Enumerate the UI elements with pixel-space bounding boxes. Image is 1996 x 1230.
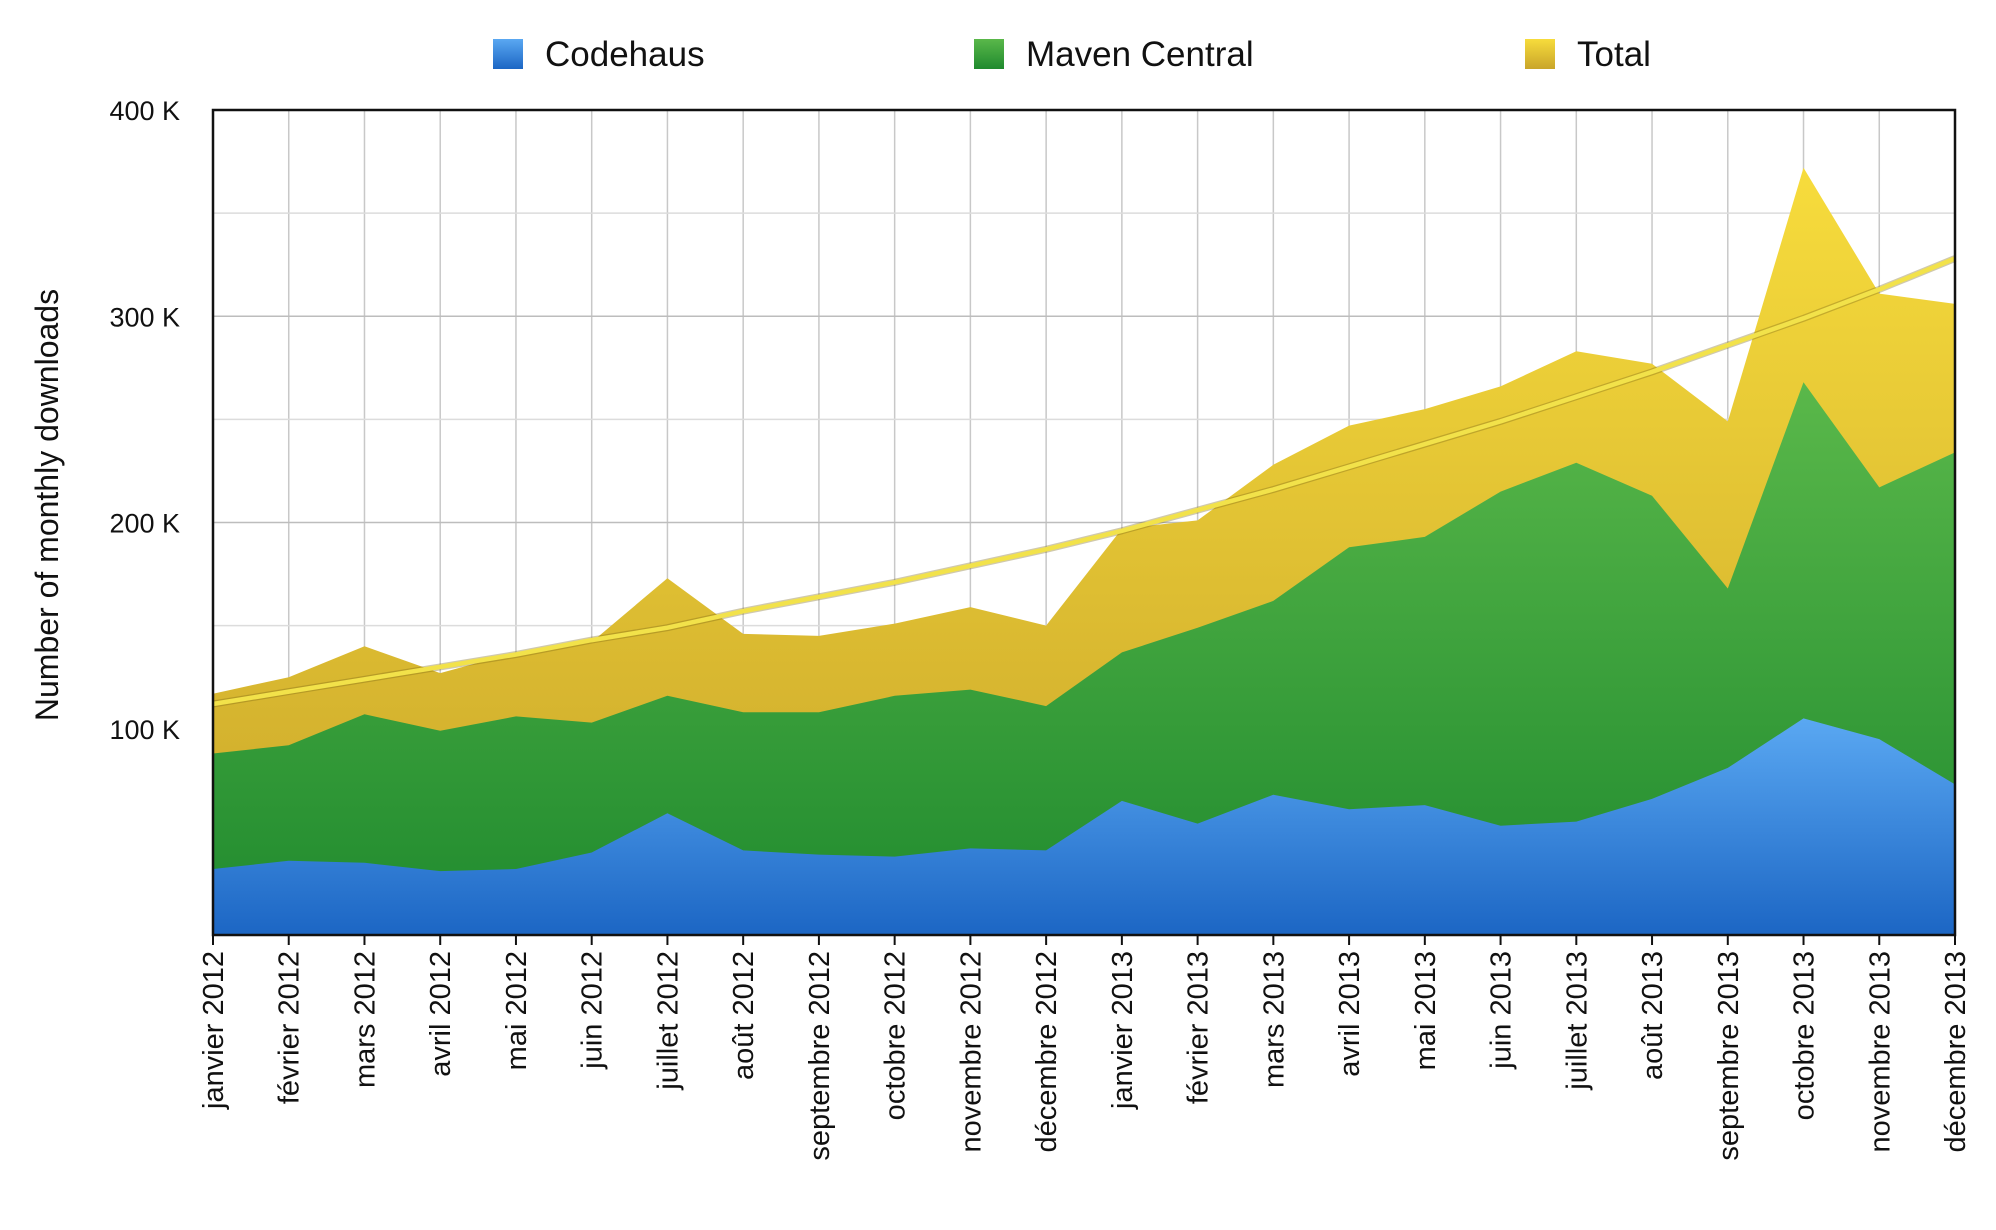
area-maven-central [213,382,1955,935]
x-tick-label: avril 2013 [1334,951,1366,1077]
x-tick-label: août 2013 [1637,951,1669,1080]
x-tick-label: mars 2013 [1258,951,1290,1088]
x-tick-label: juillet 2012 [652,951,684,1091]
y-axis: 100 K 200 K 300 K 400 K [109,96,180,745]
legend-label-total: Total [1577,35,1651,74]
x-tick-label: février 2012 [274,951,306,1104]
x-tick-label: juillet 2013 [1561,951,1593,1091]
x-tick-label: janvier 2012 [198,951,230,1110]
plot-border [211,108,1957,937]
y-tick-label: 400 K [109,96,180,126]
area-codehaus [213,718,1955,935]
legend-swatch-total [1525,39,1555,69]
x-tick-label: avril 2012 [425,951,457,1077]
x-tick-label: novembre 2013 [1864,951,1896,1153]
legend-label-codehaus: Codehaus [545,35,705,74]
x-tick-label: octobre 2012 [880,951,912,1120]
y-tick-label: 200 K [109,509,180,539]
x-tick-label: juin 2012 [577,951,609,1070]
y-axis-title: Number of monthly downloads [29,289,65,721]
x-tick-label: décembre 2013 [1940,951,1972,1153]
legend: Codehaus Maven Central Total [493,35,1651,74]
trendline [212,256,1956,707]
plot-frame [211,108,1957,937]
trendline-group [212,255,1957,708]
x-tick-label: mars 2012 [349,951,381,1088]
x-tick-label: septembre 2013 [1713,951,1745,1161]
x-tick-label: octobre 2013 [1789,951,1821,1120]
x-tick-label: août 2012 [728,951,760,1080]
x-axis: janvier 2012 février 2012 mars 2012 avril 2… [198,935,1972,1161]
x-tick-label: mai 2012 [501,951,533,1070]
x-tick-label: septembre 2012 [804,951,836,1161]
areas [213,167,1955,936]
legend-label-maven-central: Maven Central [1026,35,1254,74]
y-tick-label: 100 K [109,715,180,745]
legend-swatch-codehaus [493,39,523,69]
x-tick-label: mai 2013 [1410,951,1442,1070]
x-tick-label: décembre 2012 [1031,951,1063,1153]
x-tick-label: février 2013 [1183,951,1215,1104]
y-tick-label: 300 K [109,302,180,332]
x-tick-label: janvier 2013 [1107,951,1139,1110]
x-tick-label: novembre 2012 [955,951,987,1153]
legend-swatch-maven-central [974,39,1004,69]
x-tick-label: juin 2013 [1486,951,1518,1070]
